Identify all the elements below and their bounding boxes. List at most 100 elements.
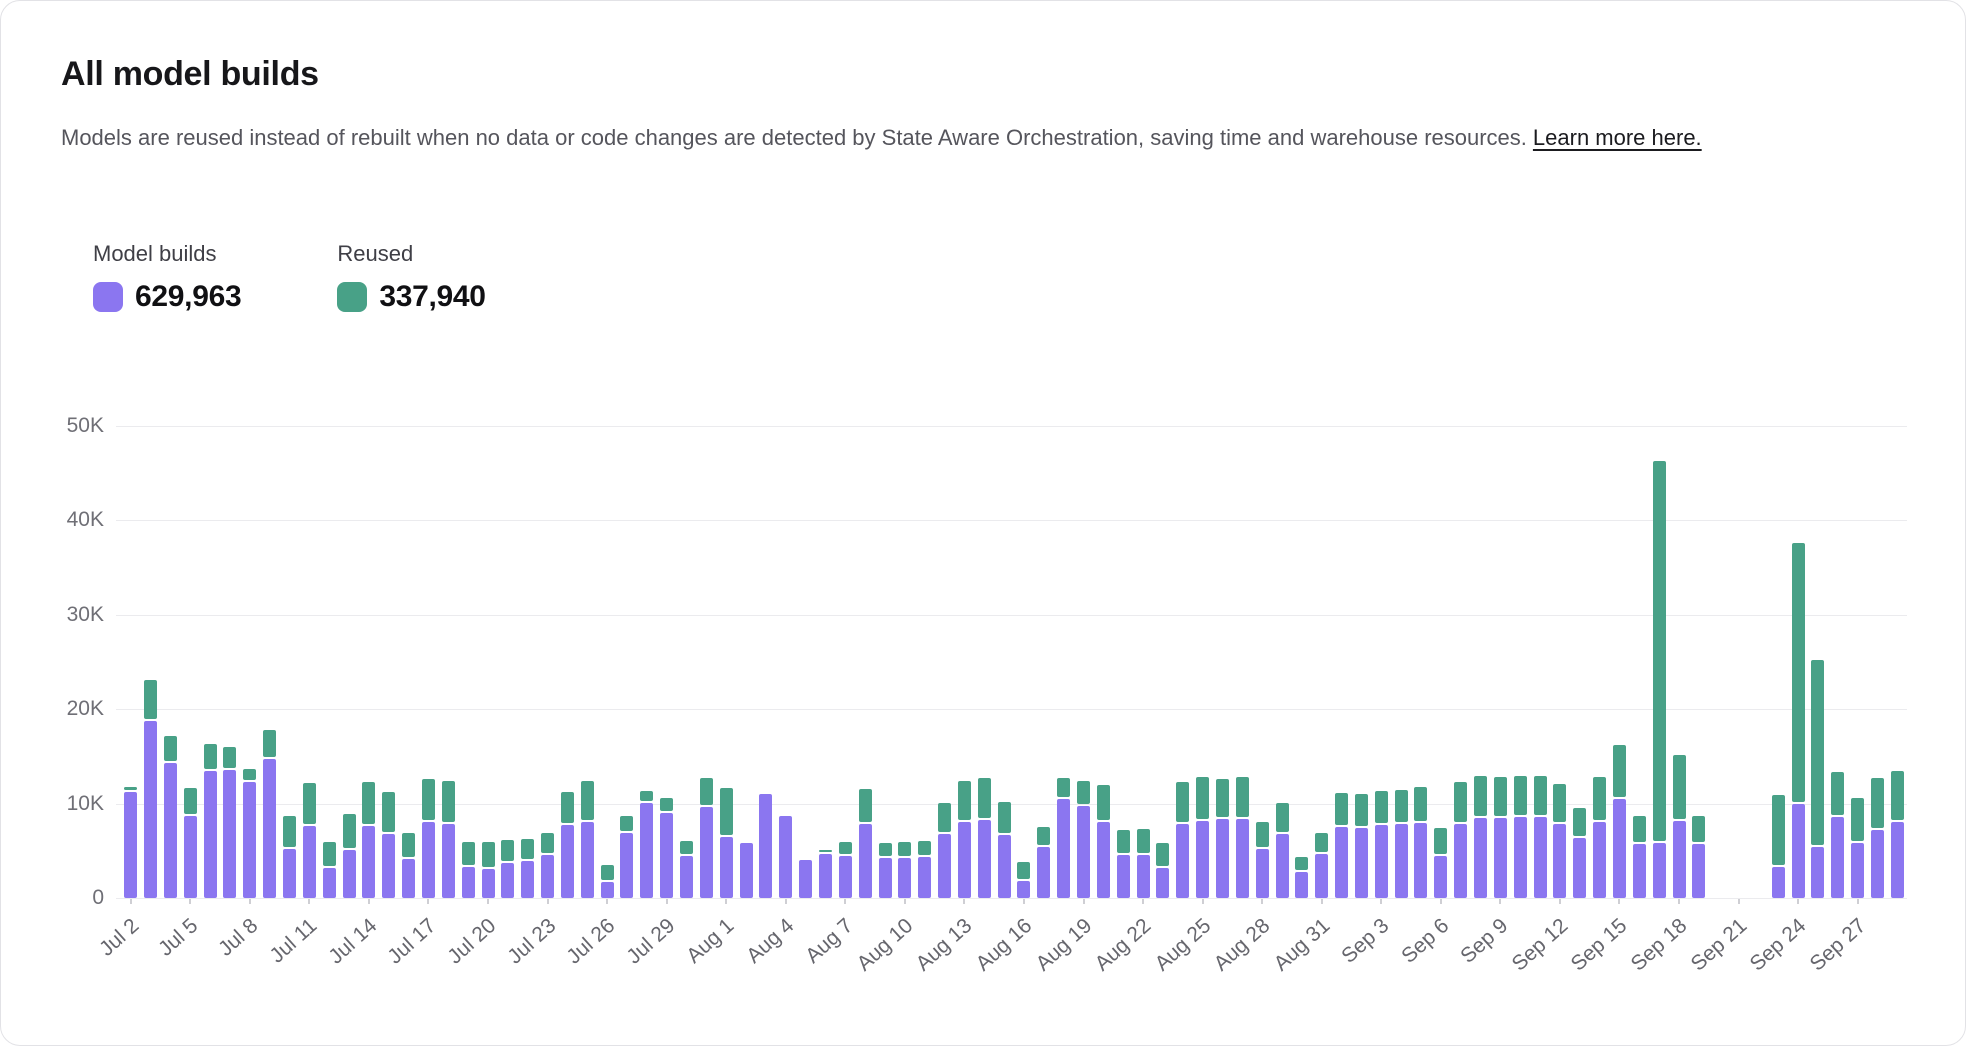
bar-reused-sep-25[interactable]: [1811, 660, 1825, 846]
bar-model-builds-sep-16[interactable]: [1632, 844, 1646, 898]
bar-model-builds-aug-13[interactable]: [957, 821, 971, 898]
bar-model-builds-jul-3[interactable]: [144, 721, 158, 898]
bar-model-builds-jul-8[interactable]: [243, 781, 257, 898]
bar-model-builds-sep-23[interactable]: [1771, 866, 1785, 898]
bar-reused-aug-23[interactable]: [1156, 843, 1170, 866]
bar-reused-jul-11[interactable]: [302, 782, 316, 825]
bar-model-builds-sep-9[interactable]: [1493, 817, 1507, 898]
bar-model-builds-aug-18[interactable]: [1057, 798, 1071, 898]
bar-model-builds-jul-17[interactable]: [421, 822, 435, 898]
bar-reused-jul-6[interactable]: [203, 744, 217, 769]
bar-reused-sep-23[interactable]: [1771, 794, 1785, 865]
bar-model-builds-aug-22[interactable]: [1136, 854, 1150, 898]
bar-reused-sep-19[interactable]: [1692, 815, 1706, 843]
bar-reused-aug-21[interactable]: [1116, 829, 1130, 853]
bar-reused-jul-20[interactable]: [481, 842, 495, 867]
bar-reused-sep-18[interactable]: [1672, 755, 1686, 819]
bar-model-builds-aug-27[interactable]: [1235, 818, 1249, 898]
bar-model-builds-aug-16[interactable]: [1017, 881, 1031, 898]
bar-model-builds-jul-5[interactable]: [183, 815, 197, 898]
bar-model-builds-jul-19[interactable]: [461, 866, 475, 898]
bar-reused-aug-12[interactable]: [938, 803, 952, 832]
bar-model-builds-aug-12[interactable]: [938, 833, 952, 898]
bar-model-builds-sep-19[interactable]: [1692, 844, 1706, 898]
bar-model-builds-aug-25[interactable]: [1196, 820, 1210, 898]
bar-reused-sep-24[interactable]: [1791, 542, 1805, 802]
bar-model-builds-sep-14[interactable]: [1593, 822, 1607, 898]
bar-model-builds-sep-17[interactable]: [1652, 843, 1666, 898]
bar-reused-aug-18[interactable]: [1057, 778, 1071, 797]
bar-model-builds-jul-11[interactable]: [302, 826, 316, 898]
bar-model-builds-aug-7[interactable]: [838, 856, 852, 898]
bar-reused-aug-7[interactable]: [838, 842, 852, 855]
bar-model-builds-sep-12[interactable]: [1553, 824, 1567, 898]
bar-reused-aug-1[interactable]: [719, 788, 733, 835]
bar-model-builds-jul-7[interactable]: [223, 769, 237, 898]
bar-reused-jul-19[interactable]: [461, 842, 475, 865]
bar-model-builds-aug-26[interactable]: [1215, 818, 1229, 898]
bar-reused-aug-19[interactable]: [1077, 780, 1090, 805]
bar-model-builds-jul-16[interactable]: [402, 859, 416, 898]
bar-reused-jul-18[interactable]: [441, 780, 455, 823]
bar-reused-jul-29[interactable]: [660, 797, 674, 812]
bar-model-builds-jul-15[interactable]: [382, 833, 396, 898]
bar-model-builds-aug-3[interactable]: [759, 794, 773, 898]
bar-model-builds-aug-10[interactable]: [898, 858, 912, 898]
bar-model-builds-jul-12[interactable]: [322, 867, 336, 898]
bar-reused-aug-16[interactable]: [1017, 862, 1031, 879]
bar-model-builds-sep-25[interactable]: [1811, 847, 1825, 898]
bar-model-builds-sep-29[interactable]: [1890, 821, 1904, 898]
bar-reused-aug-24[interactable]: [1176, 781, 1190, 823]
bar-model-builds-aug-31[interactable]: [1315, 853, 1329, 898]
bar-reused-jul-10[interactable]: [283, 815, 296, 847]
bar-reused-sep-8[interactable]: [1474, 776, 1487, 816]
bar-reused-aug-17[interactable]: [1037, 827, 1051, 845]
bar-reused-jul-26[interactable]: [600, 864, 614, 880]
bar-model-builds-jul-18[interactable]: [441, 824, 455, 898]
bar-reused-jul-9[interactable]: [263, 729, 277, 758]
bar-model-builds-jul-6[interactable]: [203, 770, 217, 898]
bar-reused-sep-26[interactable]: [1831, 772, 1845, 815]
bar-model-builds-jul-2[interactable]: [124, 792, 138, 898]
bar-model-builds-aug-21[interactable]: [1116, 854, 1130, 898]
bar-model-builds-jul-30[interactable]: [680, 856, 693, 898]
bar-model-builds-aug-2[interactable]: [739, 843, 753, 898]
bar-model-builds-jul-21[interactable]: [501, 863, 515, 898]
bar-model-builds-aug-8[interactable]: [858, 824, 872, 898]
bar-model-builds-sep-2[interactable]: [1354, 828, 1368, 898]
bar-reused-aug-30[interactable]: [1295, 857, 1309, 870]
bar-reused-jul-21[interactable]: [501, 840, 515, 862]
bar-model-builds-jul-28[interactable]: [640, 802, 654, 898]
bar-model-builds-sep-4[interactable]: [1394, 824, 1408, 898]
bar-model-builds-jul-14[interactable]: [362, 826, 376, 898]
bar-reused-jul-31[interactable]: [699, 778, 713, 806]
bar-reused-sep-27[interactable]: [1851, 797, 1865, 842]
bar-reused-jul-27[interactable]: [620, 815, 634, 831]
bar-model-builds-sep-26[interactable]: [1831, 816, 1845, 898]
bar-model-builds-sep-27[interactable]: [1851, 843, 1865, 898]
bar-reused-jul-8[interactable]: [243, 768, 257, 780]
learn-more-link[interactable]: Learn more here.: [1532, 125, 1702, 150]
bar-reused-aug-13[interactable]: [957, 780, 971, 820]
bar-model-builds-sep-3[interactable]: [1374, 825, 1388, 898]
bar-reused-aug-15[interactable]: [997, 801, 1011, 833]
bar-reused-aug-29[interactable]: [1275, 802, 1289, 832]
bar-model-builds-jul-25[interactable]: [580, 821, 594, 898]
bar-model-builds-aug-5[interactable]: [799, 860, 813, 898]
bar-model-builds-aug-28[interactable]: [1255, 848, 1269, 898]
bar-reused-aug-11[interactable]: [918, 841, 932, 856]
bar-reused-jul-22[interactable]: [521, 839, 535, 860]
bar-model-builds-jul-10[interactable]: [283, 848, 296, 898]
bar-reused-aug-26[interactable]: [1215, 778, 1229, 817]
bar-reused-jul-23[interactable]: [541, 832, 555, 853]
bar-reused-jul-14[interactable]: [362, 781, 376, 825]
bar-model-builds-aug-29[interactable]: [1275, 833, 1289, 898]
bar-model-builds-jul-9[interactable]: [263, 759, 277, 898]
bar-model-builds-sep-15[interactable]: [1612, 798, 1626, 898]
bar-model-builds-sep-28[interactable]: [1871, 830, 1884, 898]
bar-model-builds-aug-20[interactable]: [1096, 821, 1110, 898]
bar-reused-sep-14[interactable]: [1593, 777, 1607, 821]
bar-model-builds-aug-11[interactable]: [918, 857, 932, 898]
bar-reused-aug-31[interactable]: [1315, 832, 1329, 852]
bar-model-builds-sep-6[interactable]: [1434, 855, 1448, 898]
